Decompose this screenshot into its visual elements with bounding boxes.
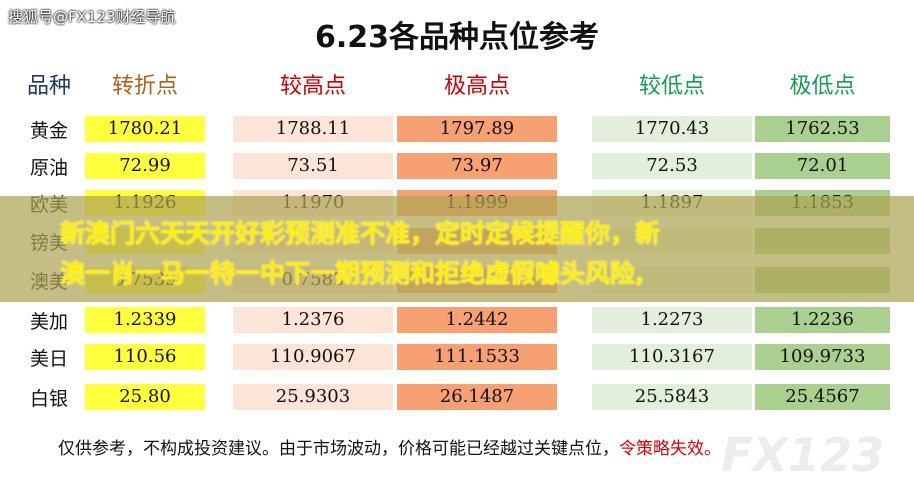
row-label: 原油 <box>29 157 68 179</box>
row-label: 白银 <box>29 388 68 410</box>
cell: 73.97 <box>397 153 557 179</box>
cell: 1.2273 <box>592 307 752 333</box>
cell: 1788.11 <box>233 116 393 142</box>
column-header: 转折点 <box>111 74 178 99</box>
cell: 110.9067 <box>233 344 393 370</box>
cell: 1797.89 <box>397 116 557 142</box>
cell: 110.56 <box>85 344 205 370</box>
row-label: 美加 <box>29 311 68 333</box>
cell: 1.2236 <box>755 307 890 333</box>
row-label: 美日 <box>29 348 68 370</box>
overlay-line: 新澳门六天天开好彩预测准不准，定时定候提醒你，新 <box>60 219 661 248</box>
cell: 25.5843 <box>592 384 752 410</box>
footer: 仅供参考，不构成投资建议。由于市场波动，价格可能已经越过关键点位，令策略失效。 <box>58 434 721 459</box>
title: 6.23各品种点位参考 <box>314 20 600 55</box>
overlay-line: 澳一肖一马一特一中下一期预测和拒绝虚假噱头风险, <box>60 259 645 288</box>
cell: 1780.21 <box>85 116 205 142</box>
cell: 25.4567 <box>755 384 890 410</box>
column-header: 极低点 <box>789 74 856 99</box>
cell: 72.99 <box>85 153 205 179</box>
cell: 110.3167 <box>592 344 752 370</box>
cell: 1.2339 <box>85 307 205 333</box>
cell: 72.53 <box>592 153 752 179</box>
cell: 26.1487 <box>397 384 557 410</box>
footer-text: 仅供参考，不构成投资建议。由于市场波动，价格可能已经越过关键点位， <box>58 439 619 459</box>
watermark: 搜狐号@FX123财经导航 <box>8 8 176 26</box>
cell: 1.2376 <box>233 307 393 333</box>
cell: 1.2442 <box>397 307 557 333</box>
cell: 109.9733 <box>755 344 890 370</box>
cell: 73.51 <box>233 153 393 179</box>
cell: 72.01 <box>755 153 890 179</box>
column-header: 品种 <box>26 74 71 99</box>
cell: 1770.43 <box>592 116 752 142</box>
cell: 25.80 <box>85 384 205 410</box>
overlay-banner: 新澳门六天天开好彩预测准不准，定时定候提醒你，新 澳一肖一马一特一中下一期预测和拒… <box>0 196 914 302</box>
logo-watermark: FX123 <box>721 428 884 482</box>
cell: 111.1533 <box>397 344 557 370</box>
cell: 1762.53 <box>755 116 890 142</box>
column-header: 较低点 <box>638 74 705 99</box>
footer-warning: 令策略失效。 <box>619 439 721 459</box>
row-label: 黄金 <box>29 120 68 142</box>
column-header: 较高点 <box>279 74 346 99</box>
cell: 25.9303 <box>233 384 393 410</box>
column-header: 极高点 <box>443 74 510 99</box>
